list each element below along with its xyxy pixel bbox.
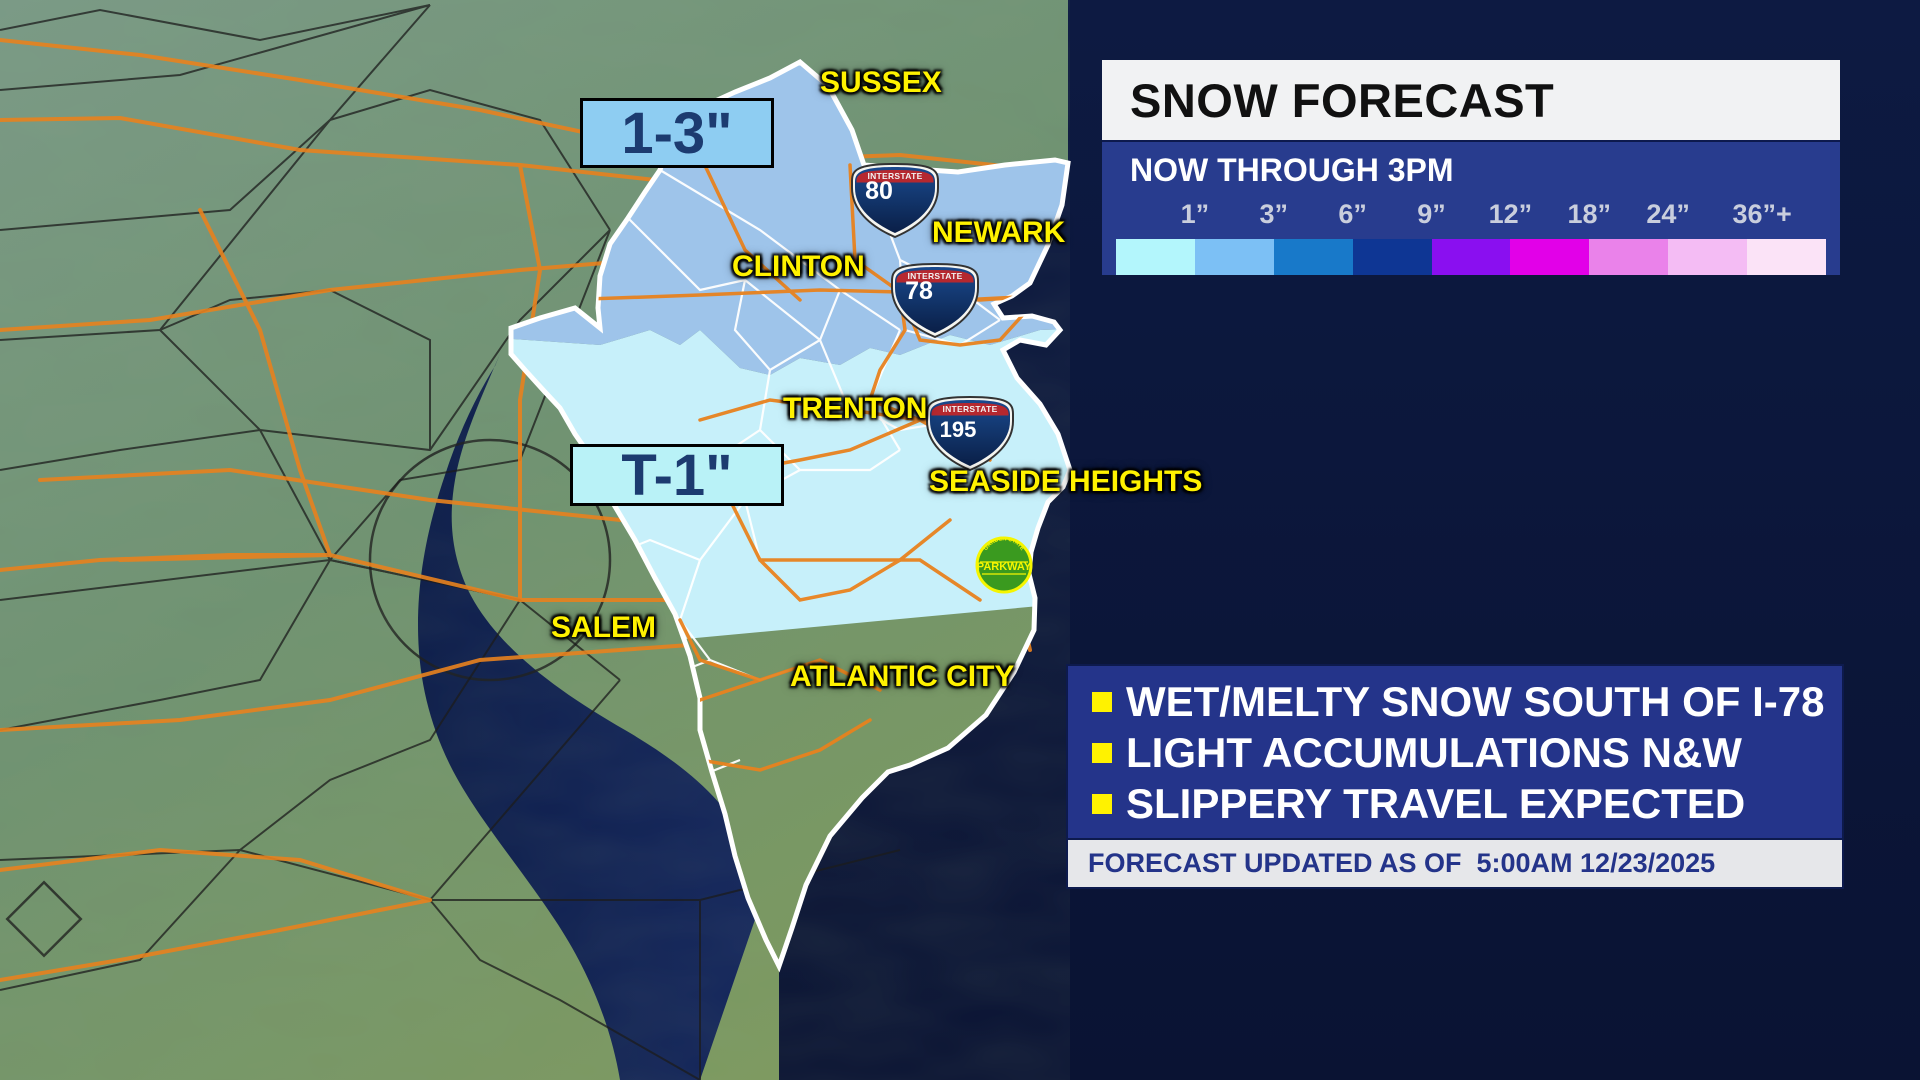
svg-text:78: 78 [905, 277, 933, 305]
svg-text:80: 80 [865, 177, 893, 205]
svg-text:PARKWAY: PARKWAY [977, 561, 1032, 573]
svg-text:195: 195 [940, 417, 977, 442]
